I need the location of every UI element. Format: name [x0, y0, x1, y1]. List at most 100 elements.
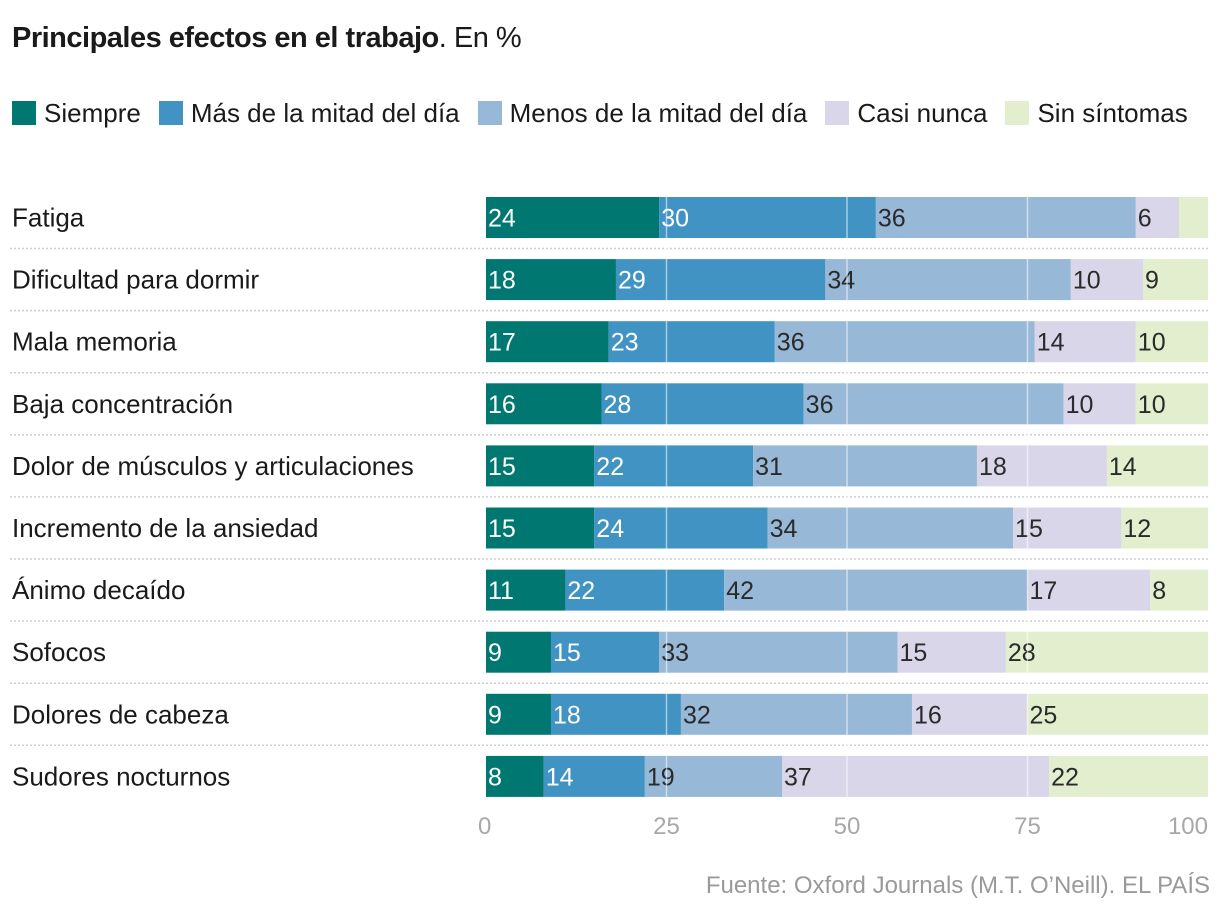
legend-label: Más de la mitad del día [190, 98, 460, 128]
value-label: 15 [900, 639, 928, 667]
bar-segment [486, 321, 609, 363]
category-label: Mala memoria [12, 327, 177, 357]
bar-segment [608, 321, 775, 363]
value-label: 8 [488, 763, 502, 791]
value-label: 25 [1030, 701, 1058, 729]
legend-swatch [158, 101, 183, 125]
category-label: Incremento de la ansiedad [12, 513, 318, 543]
chart-title-bold: Principales efectos en el trabajo [12, 22, 439, 54]
value-label: 18 [979, 453, 1007, 481]
bar-segment [486, 631, 551, 673]
x-tick-label: 25 [653, 813, 680, 840]
bar-segment [486, 569, 566, 611]
value-label: 19 [647, 763, 675, 791]
value-label: 15 [488, 453, 516, 481]
category-label: Dolor de músculos y articulaciones [12, 451, 414, 481]
x-tick-label: 100 [1168, 813, 1208, 840]
legend-swatch [1005, 101, 1030, 125]
bar-segment [1034, 321, 1136, 363]
value-label: 42 [726, 577, 754, 605]
bar-segment [782, 755, 1050, 797]
bar-segment [825, 259, 1071, 301]
x-tick-label: 0 [478, 813, 491, 840]
legend-label: Menos de la mitad del día [509, 98, 808, 128]
legend-swatch [12, 101, 36, 125]
value-label: 28 [1008, 639, 1036, 667]
value-label: 10 [1073, 267, 1101, 295]
value-label: 22 [1051, 763, 1079, 791]
value-label: 37 [784, 763, 812, 791]
value-label: 24 [596, 515, 624, 543]
bar-segment [550, 631, 660, 673]
category-label: Sudores nocturnos [12, 761, 230, 791]
value-label: 16 [488, 391, 516, 419]
bar-segment [486, 445, 595, 487]
value-label: 28 [604, 391, 632, 419]
value-label: 23 [611, 329, 639, 357]
legend-label: Casi nunca [857, 98, 988, 128]
value-label: 10 [1066, 391, 1094, 419]
category-label: Fatiga [12, 203, 85, 233]
value-label: 33 [661, 639, 689, 667]
source-note: Fuente: Oxford Journals (M.T. O’Neill). … [705, 872, 1210, 899]
value-label: 9 [1145, 267, 1159, 295]
bar-segment [601, 383, 804, 425]
bar-segment [1106, 445, 1208, 487]
bar-segment [1027, 693, 1208, 735]
value-label: 36 [878, 205, 906, 233]
x-tick-label: 75 [1014, 813, 1041, 840]
bar-segment [1179, 197, 1208, 238]
value-label: 6 [1138, 205, 1152, 233]
category-label: Ánimo decaído [12, 575, 185, 605]
bar-segment [753, 445, 977, 487]
category-label: Sofocos [12, 637, 106, 667]
value-label: 12 [1123, 515, 1151, 543]
legend-swatch [477, 101, 502, 125]
value-label: 15 [488, 515, 516, 543]
bar-segment [644, 755, 783, 797]
value-label: 9 [488, 701, 502, 729]
value-label: 36 [806, 391, 834, 419]
x-tick-label: 50 [834, 813, 861, 840]
bar-segment [1013, 507, 1122, 549]
bar-segment [550, 693, 681, 735]
legend-item: Casi nunca [825, 90, 987, 136]
value-label: 10 [1138, 391, 1166, 419]
category-label: Dolores de cabeza [12, 699, 229, 729]
bar-segment [1027, 569, 1151, 611]
bar-segment [594, 507, 768, 549]
bar-segment [486, 383, 602, 425]
value-label: 32 [683, 701, 711, 729]
value-label: 14 [1037, 329, 1065, 357]
value-label: 24 [488, 205, 516, 233]
bar-segment [486, 693, 551, 735]
value-label: 29 [618, 267, 646, 295]
bar-segment [565, 569, 725, 611]
bar-segment [1150, 569, 1208, 611]
bar-segment [1063, 383, 1136, 425]
legend-item: Siempre [12, 90, 141, 136]
value-label: 30 [661, 205, 689, 233]
bar-segment [1049, 755, 1208, 797]
value-label: 34 [770, 515, 798, 543]
value-label: 9 [488, 639, 502, 667]
bar-segment [976, 445, 1107, 487]
value-label: 31 [755, 453, 783, 481]
bar-segment [1135, 383, 1208, 425]
value-label: 10 [1138, 329, 1166, 357]
value-label: 18 [488, 267, 516, 295]
bar-segment [1005, 631, 1208, 673]
value-label: 11 [488, 577, 514, 605]
value-label: 14 [546, 763, 574, 791]
legend-item: Menos de la mitad del día [477, 90, 808, 136]
value-label: 8 [1152, 577, 1166, 605]
value-label: 16 [914, 701, 942, 729]
value-label: 34 [827, 267, 855, 295]
bar-segment [767, 507, 1014, 549]
value-label: 14 [1109, 453, 1137, 481]
bar-segment [543, 755, 645, 797]
bar-segment [1070, 259, 1144, 301]
bar-segment [594, 445, 754, 487]
chart-title: Principales efectos en el trabajo. En % [12, 22, 522, 55]
legend-swatch [825, 101, 850, 125]
